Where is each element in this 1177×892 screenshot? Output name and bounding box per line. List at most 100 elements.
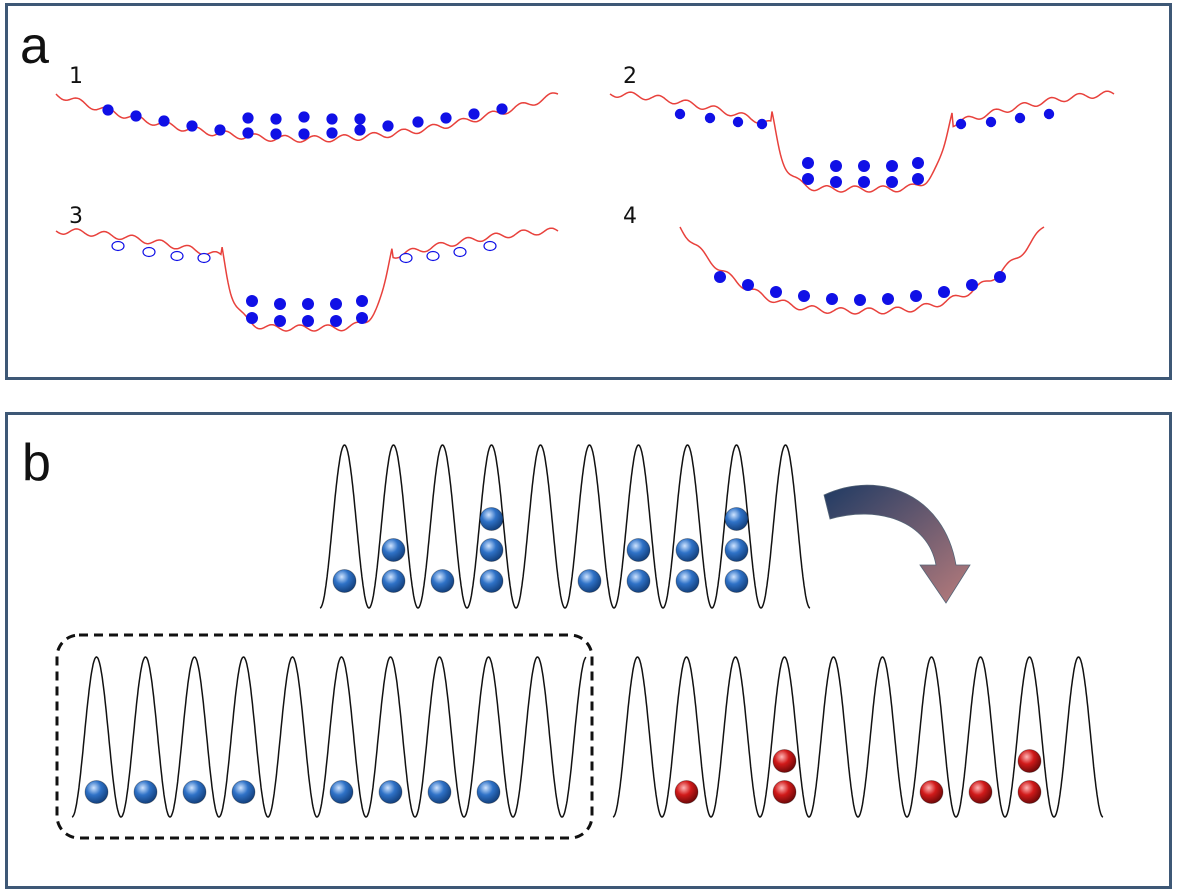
panel-b-label: b — [22, 434, 51, 492]
atom-stage-1-low — [440, 112, 452, 124]
atom-stage-3-hollow — [483, 240, 497, 252]
atom-lattice-left — [182, 780, 207, 804]
atom-stage-1-low — [298, 128, 310, 140]
atom-stage-3-dimple — [246, 295, 258, 307]
atom-stage-2-wing — [955, 118, 967, 130]
atom-stage-1-low — [214, 124, 226, 136]
transfer-arrow — [823, 484, 971, 604]
lattice-bottom-right — [612, 656, 1104, 818]
atom-stage-2-dimple — [858, 176, 870, 188]
atom-stage-2-wing — [674, 108, 686, 120]
atom-stage-1-low — [102, 104, 114, 116]
atom-stage-3-dimple — [330, 298, 342, 310]
atom-stage-2-dimple — [830, 160, 842, 172]
atom-stage-2-dimple — [886, 160, 898, 172]
atom-stage-2-dimple — [858, 160, 870, 172]
atom-lattice-top — [724, 569, 749, 593]
atom-stage-1-low — [326, 127, 338, 139]
atom-lattice-right — [772, 780, 797, 804]
atom-stage-1-low — [468, 108, 480, 120]
atom-stage-1-low — [130, 110, 142, 122]
atom-stage-3-hollow — [197, 252, 211, 264]
atom-lattice-left — [133, 780, 158, 804]
atom-lattice-top — [675, 538, 700, 562]
atom-stage-3-dimple — [246, 312, 258, 324]
atom-stage-3-hollow — [453, 246, 467, 258]
atom-stage-1-low — [158, 115, 170, 127]
trap-curve-stage-4 — [679, 226, 1045, 315]
atom-lattice-top — [479, 569, 504, 593]
atom-lattice-right — [1017, 749, 1042, 773]
atom-stage-3-dimple — [274, 298, 286, 310]
stage-4-number: 4 — [623, 204, 637, 229]
atom-lattice-right — [772, 749, 797, 773]
atom-stage-4 — [910, 290, 922, 302]
stage-2-number: 2 — [623, 64, 637, 89]
panel-a-diagram — [55, 90, 1115, 332]
atom-stage-1-low — [382, 120, 394, 132]
lattice-top — [319, 444, 811, 609]
atom-lattice-top — [577, 569, 602, 593]
atom-stage-4 — [798, 290, 810, 302]
atom-lattice-top — [479, 507, 504, 531]
atom-stage-3-dimple — [330, 315, 342, 327]
trap-curve-stage-3 — [55, 227, 559, 332]
stage-1-number: 1 — [69, 64, 83, 89]
atom-lattice-left — [329, 780, 354, 804]
atom-stage-1-high — [270, 113, 282, 125]
lattice-bottom-left — [71, 656, 587, 818]
atom-lattice-top — [430, 569, 455, 593]
atom-lattice-top — [381, 538, 406, 562]
atom-stage-1-low — [242, 127, 254, 139]
atom-stage-2-dimple — [802, 157, 814, 169]
atom-lattice-top — [479, 538, 504, 562]
atom-stage-4 — [854, 294, 866, 306]
atom-lattice-top — [724, 538, 749, 562]
trap-curve-stage-2 — [609, 90, 1115, 193]
atom-stage-3-hollow — [399, 252, 413, 264]
atom-stage-1-high — [242, 112, 254, 124]
atom-lattice-right — [1017, 780, 1042, 804]
panel-b: b — [5, 412, 1172, 889]
atom-lattice-right — [968, 780, 993, 804]
atom-stage-1-high — [326, 113, 338, 125]
atom-stage-1-high — [298, 111, 310, 123]
atom-stage-2-wing — [1014, 112, 1026, 124]
atom-stage-2-dimple — [830, 176, 842, 188]
atom-stage-2-dimple — [886, 176, 898, 188]
atom-stage-1-high — [354, 113, 366, 125]
atom-stage-2-wing — [985, 116, 997, 128]
atom-stage-3-hollow — [170, 250, 184, 262]
atom-stage-3-dimple — [302, 298, 314, 310]
atom-stage-4 — [742, 279, 754, 291]
atom-lattice-left — [427, 780, 452, 804]
atom-lattice-left — [378, 780, 403, 804]
atom-lattice-top — [675, 569, 700, 593]
atom-stage-2-wing — [1043, 108, 1055, 120]
atom-stage-3-dimple — [356, 295, 368, 307]
atom-lattice-left — [476, 780, 501, 804]
atom-stage-1-low — [412, 116, 424, 128]
atom-stage-1-low — [270, 128, 282, 140]
atom-stage-4 — [714, 271, 726, 283]
atom-lattice-left — [231, 780, 256, 804]
atom-stage-3-hollow — [426, 250, 440, 262]
panel-a-label: a — [20, 17, 49, 75]
atom-stage-1-low — [354, 124, 366, 136]
atom-stage-2-dimple — [912, 173, 924, 185]
atom-stage-4 — [938, 286, 950, 298]
atom-stage-2-wing — [704, 112, 716, 124]
atom-lattice-right — [674, 780, 699, 804]
atom-stage-3-hollow — [142, 246, 156, 258]
atom-stage-4 — [994, 271, 1006, 283]
atom-stage-2-wing — [732, 116, 744, 128]
atom-stage-3-dimple — [274, 315, 286, 327]
atom-stage-1-low — [496, 103, 508, 115]
atom-stage-4 — [770, 286, 782, 298]
atom-lattice-top — [381, 569, 406, 593]
atom-lattice-right — [919, 780, 944, 804]
atom-stage-3-hollow — [111, 240, 125, 252]
atom-lattice-top — [626, 538, 651, 562]
atom-lattice-left — [84, 780, 109, 804]
atom-stage-3-dimple — [302, 315, 314, 327]
